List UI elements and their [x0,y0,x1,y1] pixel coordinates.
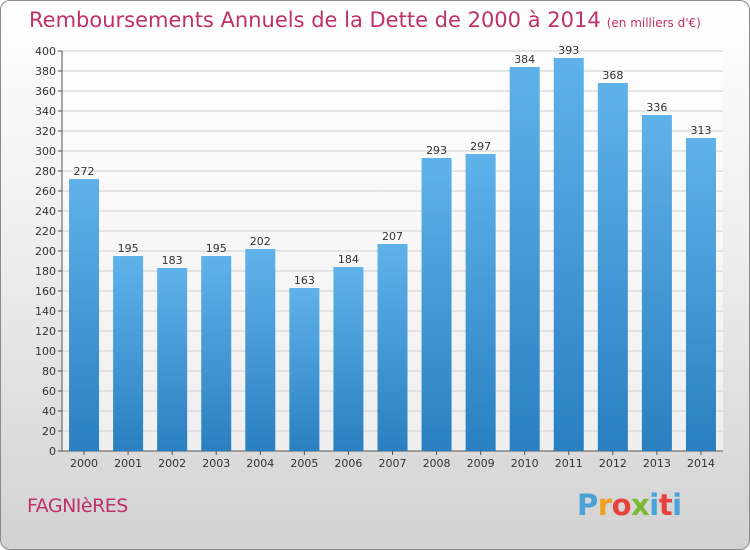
logo-letter: x [631,488,650,522]
x-tick-label: 2014 [687,457,715,470]
y-tick-label: 180 [35,265,56,278]
bar [553,58,584,451]
y-tick-label: 40 [42,405,56,418]
bar [289,288,320,451]
town-name: FAGNIèRES [27,495,128,517]
y-tick-label: 240 [35,205,56,218]
y-tick-label: 0 [49,445,56,458]
logo-letter: r [597,488,612,522]
y-tick-label: 300 [35,145,56,158]
x-tick-label: 2013 [643,457,671,470]
bar [597,83,628,451]
bar [421,158,452,451]
y-tick-label: 160 [35,285,56,298]
logo-letter: i [672,488,682,522]
bar [377,244,408,451]
chart-title-text: Remboursements Annuels de la Dette de 20… [29,8,601,32]
data-label: 195 [206,242,227,255]
bar [157,268,188,451]
data-label: 368 [602,69,623,82]
x-tick-label: 2003 [202,457,230,470]
x-tick-label: 2005 [290,457,318,470]
chart-title: Remboursements Annuels de la Dette de 20… [29,8,701,32]
y-tick-label: 320 [35,125,56,138]
y-tick-label: 280 [35,165,56,178]
bar [201,256,232,451]
data-label: 195 [118,242,139,255]
y-tick-label: 260 [35,185,56,198]
y-tick-label: 220 [35,225,56,238]
x-tick-label: 2006 [334,457,362,470]
y-tick-label: 120 [35,325,56,338]
bar [641,115,672,451]
data-label: 393 [558,44,579,57]
x-tick-label: 2000 [70,457,98,470]
y-tick-label: 20 [42,425,56,438]
bar [509,67,540,451]
bar [69,179,100,451]
x-tick-label: 2001 [114,457,142,470]
logo-letter: o [611,488,632,522]
data-label: 384 [514,53,535,66]
y-tick-label: 140 [35,305,56,318]
data-label: 336 [646,101,667,114]
x-tick-label: 2012 [599,457,627,470]
bar [333,267,364,451]
y-tick-label: 80 [42,365,56,378]
logo-letter: t [658,488,673,522]
bar [245,249,276,451]
y-tick-label: 100 [35,345,56,358]
x-tick-label: 2007 [379,457,407,470]
bar [113,256,144,451]
x-tick-label: 2008 [423,457,451,470]
logo-letter: P [577,488,598,522]
y-tick-label: 340 [35,105,56,118]
logo-letter: i [649,488,659,522]
chart-subtitle: (en milliers d'€) [606,16,701,30]
data-label: 313 [690,124,711,137]
bar-chart: 0 20 40 60 80 100 120 140 160 180 200 220 240 260 280 3… [35,44,723,470]
data-label: 272 [74,165,95,178]
x-tick-label: 2009 [467,457,495,470]
data-label: 163 [294,274,315,287]
x-tick-label: 2010 [511,457,539,470]
y-tick-label: 400 [35,45,56,58]
bar [685,138,716,451]
x-tick-label: 2004 [246,457,274,470]
data-label: 207 [382,230,403,243]
bar [465,154,496,451]
proxiti-logo: Proxiti [577,488,682,522]
data-label: 202 [250,235,271,248]
data-label: 293 [426,144,447,157]
y-tick-label: 360 [35,85,56,98]
x-tick-label: 2002 [158,457,186,470]
y-tick-label: 380 [35,65,56,78]
y-tick-label: 200 [35,245,56,258]
y-tick-label: 60 [42,385,56,398]
data-label: 184 [338,253,359,266]
data-label: 183 [162,254,183,267]
x-tick-label: 2011 [555,457,583,470]
data-label: 297 [470,140,491,153]
